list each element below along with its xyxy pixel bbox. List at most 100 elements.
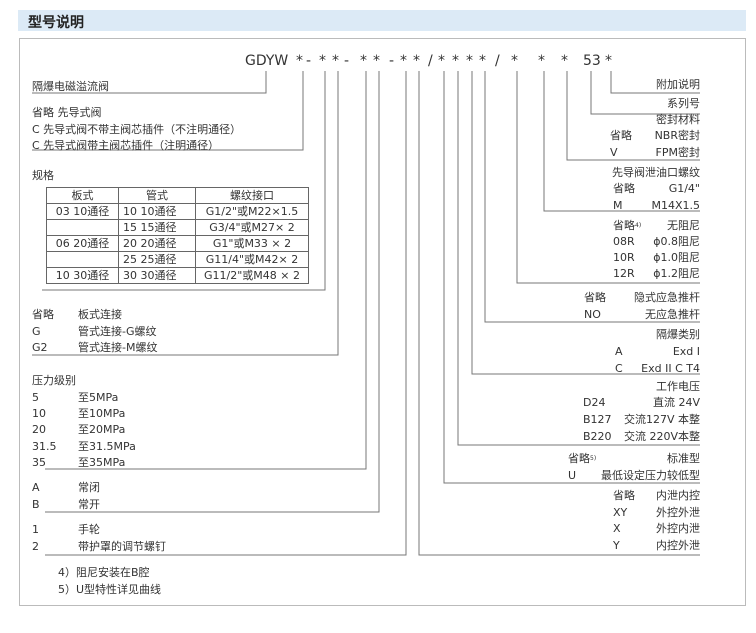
model-code-segment: * (561, 53, 568, 69)
model-prefix: GDYW (245, 53, 289, 69)
pressure-title: 压力级别 (32, 374, 76, 387)
table-row: 10 30通径 30 30通径 G11/2"或M48 × 2 (46, 267, 309, 284)
table-cell: G1"或M33 × 2 (195, 235, 309, 252)
control-desc: 内控外泄 (656, 539, 700, 553)
control-desc: 外控内泄 (656, 522, 700, 536)
model-code-segment: / (428, 53, 433, 69)
model-code-segment: * (319, 53, 326, 69)
model-code-segment: * (413, 53, 420, 69)
control-code: Y (613, 539, 620, 553)
explosion-code: A (615, 345, 623, 358)
footnote: 4）阻尼安装在B腔 (58, 566, 150, 579)
pressure-desc: 至5MPa (78, 391, 119, 404)
table-row: 06 20通径 20 20通径 G1"或M33 × 2 (46, 235, 309, 252)
model-code-segment: * (605, 53, 612, 69)
table-cell: 10 30通径 (46, 267, 119, 284)
drain-title: 先导阀泄油口螺纹 (612, 166, 700, 179)
footnote: 5）U型特性详见曲线 (58, 583, 162, 596)
pressure-code: 35 (32, 455, 46, 469)
table-header: 螺纹接口 (195, 187, 309, 204)
control-desc: 内泄内控 (656, 489, 700, 502)
damping-code: 10R (613, 251, 635, 264)
product-name: 隔爆电磁溢流阀 (32, 80, 109, 93)
voltage-code: B127 (583, 413, 612, 426)
pressure-desc: 至31.5MPa (78, 439, 136, 453)
control-desc: 外控外泄 (656, 505, 700, 519)
seal-title: 密封材料 (656, 113, 700, 126)
drain-code: M (613, 198, 623, 212)
table-row: 03 10通径 10 10通径 G1/2"或M22×1.5 (46, 203, 309, 220)
state-desc: 常开 (78, 497, 100, 511)
model-code-segment: * (452, 53, 459, 69)
state-desc: 常闭 (78, 481, 100, 494)
pilot-option: C 先导式阀带主阀芯插件（注明通径） (32, 139, 220, 152)
damping-desc: ϕ0.8阻尼 (653, 235, 700, 248)
emergency-desc: 隐式应急推杆 (634, 291, 700, 304)
connector-line (32, 71, 339, 356)
control-code: X (613, 522, 621, 536)
connector-line (543, 71, 700, 212)
voltage-desc: 交流 220V本整 (623, 430, 700, 443)
pilot-option: 省略 先导式阀 (32, 106, 102, 119)
model-code-segment: * (296, 53, 303, 69)
pressure-code: 10 (32, 407, 46, 421)
spec-title: 规格 (32, 169, 54, 182)
connection-code: G (32, 324, 41, 338)
adjust-desc: 手轮 (78, 523, 100, 536)
emergency-code: 省略 (584, 291, 606, 304)
type-code: 省略5) (568, 452, 597, 465)
table-cell: 25 25通径 (118, 251, 196, 268)
table-cell: 30 30通径 (118, 267, 196, 284)
seal-desc: FPM密封 (655, 145, 700, 159)
connection-desc: 管式连接-M螺纹 (78, 341, 158, 354)
connection-code: 省略 (32, 308, 54, 321)
table-cell: 15 15通径 (118, 219, 196, 236)
emergency-code: NO (584, 307, 601, 321)
table-cell: 10 10通径 (118, 203, 196, 220)
control-code: 省略 (613, 489, 635, 502)
model-code-segment: * (511, 53, 518, 69)
seal-code: 省略 (610, 129, 632, 142)
adjust-desc: 带护罩的调节螺钉 (78, 539, 166, 553)
connector-line (45, 71, 380, 513)
table-cell: G3/4"或M27× 2 (195, 219, 309, 236)
damping-code: 省略4) (613, 219, 642, 232)
model-code-segment: * (538, 53, 545, 69)
table-header: 管式 (118, 187, 196, 204)
adjust-code: 2 (32, 539, 39, 553)
emergency-desc: 无应急推杆 (645, 307, 700, 321)
model-code-segment: - (389, 53, 395, 69)
model-code-segment: * (373, 53, 380, 69)
connector-line (45, 71, 407, 556)
connector-line (457, 71, 700, 446)
table-cell: G11/2"或M48 × 2 (195, 267, 309, 284)
damping-code: 08R (613, 235, 635, 248)
table-cell: 06 20通径 (46, 235, 119, 252)
seal-desc: NBR密封 (654, 129, 700, 142)
pilot-option: C 先导式阀不带主阀芯插件（不注明通径） (32, 122, 242, 136)
connector-line (418, 71, 700, 556)
type-desc: 标准型 (667, 452, 700, 465)
damping-desc: ϕ1.2阻尼 (653, 267, 700, 280)
model-code-segment: * (400, 53, 407, 69)
voltage-code: B220 (583, 430, 612, 443)
voltage-code: D24 (583, 396, 606, 409)
model-code-segment: - (306, 53, 312, 69)
state-code: B (32, 497, 40, 511)
connector-line (590, 71, 700, 115)
table-cell: G1/2"或M22×1.5 (195, 203, 309, 220)
model-code-segment: 53 (583, 53, 601, 69)
section-header: 型号说明 (18, 10, 746, 31)
footnote-ref: 5) (590, 455, 597, 462)
control-code: XY (613, 505, 628, 519)
model-code-segment: * (332, 53, 339, 69)
connection-desc: 管式连接-G螺纹 (78, 324, 157, 338)
footnote-ref: 4) (635, 222, 642, 229)
adjust-code: 1 (32, 523, 39, 536)
table-cell: 03 10通径 (46, 203, 119, 220)
drain-code: 省略 (613, 182, 635, 195)
connector-line (484, 71, 700, 323)
pressure-desc: 至20MPa (78, 423, 126, 437)
voltage-desc: 直流 24V (652, 396, 700, 409)
model-code-segment: * (479, 53, 486, 69)
